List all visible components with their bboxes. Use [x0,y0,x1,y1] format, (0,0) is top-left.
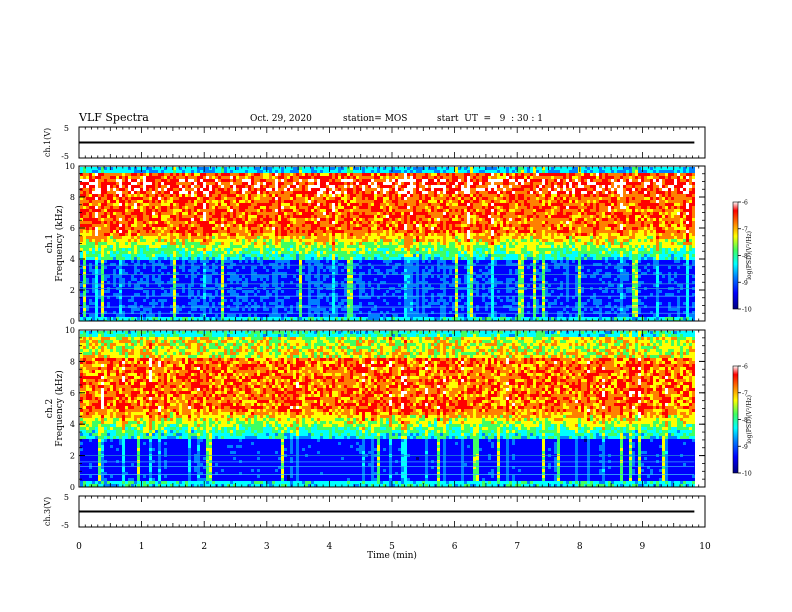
colorbar-tick-label: -8 [742,253,748,260]
colorbar [732,201,739,310]
x-axis-label: Time (min) [367,550,417,561]
y-tick-label: 4 [70,420,75,429]
date-label: Oct. 29, 2020 [250,114,312,124]
colorbar-tick-label: -6 [742,200,748,207]
colorbar-tick-label: -8 [742,417,748,424]
colorbar-tick-label: -7 [742,226,748,233]
x-tick-label: 9 [640,542,646,552]
x-tick-label: 5 [389,542,395,552]
x-tick-label: 1 [139,542,145,552]
colorbar-label: log(PSD)(V²/Hz) [746,395,753,444]
start-time-label: start UT = 9 : 30 : 1 [437,114,543,124]
x-tick-label: 8 [577,542,583,552]
channel-axis-label: ch.1(V) [43,128,52,157]
channel-axis-label: ch.3(V) [43,497,52,526]
y-tick-label: 0 [70,483,75,492]
x-tick-label: 10 [699,542,711,552]
figure-title: VLF Spectra [79,111,149,124]
y-tick-label: 4 [70,255,75,264]
colorbar-tick-label: -9 [742,280,748,287]
y-tick-label: 5 [64,124,69,133]
colorbar-tick-label: -6 [742,364,748,371]
y-tick-label: 5 [64,493,69,502]
station-label: station= MOS [343,114,407,124]
y-tick-label: -5 [61,521,69,530]
spectrogram-ch1 [80,167,695,321]
y-tick-label: -5 [61,152,69,161]
colorbar-tick-label: -9 [742,444,748,451]
y-axis-label: Frequency (kHz) [54,205,65,282]
y-tick-label: 6 [70,224,75,233]
colorbar-tick-label: -10 [742,307,752,314]
y-tick-label: 8 [70,357,75,366]
y-tick-label: 2 [70,286,75,295]
y-axis-label: Frequency (kHz) [54,370,65,447]
y-tick-label: 10 [65,162,75,171]
colorbar-label: log(PSD)(V²/Hz) [746,231,753,280]
y-tick-label: 0 [70,317,75,326]
y-tick-label: 10 [65,326,75,335]
colorbar-tick-label: -7 [742,390,748,397]
x-tick-label: 4 [327,542,333,552]
x-tick-label: 2 [201,542,207,552]
y-tick-label: 8 [70,193,75,202]
channel-label: ch.2 [45,399,55,418]
colorbar-tick-label: -10 [742,471,752,478]
x-tick-label: 3 [264,542,270,552]
x-tick-label: 6 [452,542,458,552]
spectrogram-ch2 [80,331,695,487]
y-tick-label: 2 [70,452,75,461]
x-tick-label: 7 [514,542,520,552]
y-tick-label: 6 [70,389,75,398]
colorbar [732,365,739,474]
channel-label: ch.1 [45,234,55,253]
x-tick-label: 0 [76,542,82,552]
